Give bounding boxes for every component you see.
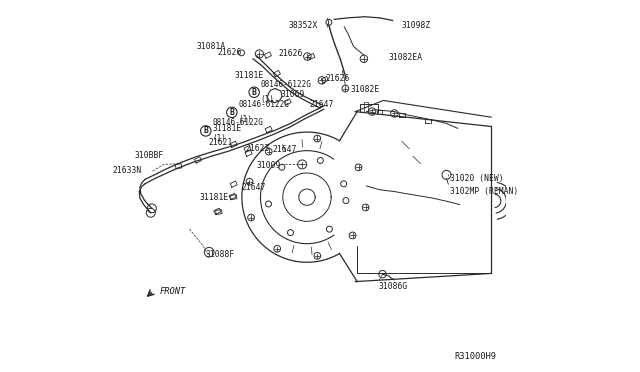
Text: (1): (1) <box>261 95 275 104</box>
Text: 21647: 21647 <box>241 183 266 192</box>
Text: 31181E: 31181E <box>235 71 264 80</box>
Text: 08146-6122G: 08146-6122G <box>212 118 264 127</box>
Text: 38352X: 38352X <box>289 21 318 30</box>
Text: 08146-6122G: 08146-6122G <box>261 80 312 89</box>
Text: 21623: 21623 <box>246 144 270 153</box>
Text: 31181E: 31181E <box>212 124 242 133</box>
Text: B: B <box>252 88 257 97</box>
Text: 31086G: 31086G <box>379 282 408 291</box>
Text: 21626: 21626 <box>279 49 303 58</box>
Text: 21626: 21626 <box>218 48 242 57</box>
Text: 31081A: 31081A <box>196 42 225 51</box>
Text: 21647: 21647 <box>309 100 333 109</box>
Text: 31082E: 31082E <box>351 85 380 94</box>
Text: (1): (1) <box>239 115 252 124</box>
Text: 31009: 31009 <box>257 161 281 170</box>
Text: 3102MP (REMAN): 3102MP (REMAN) <box>450 187 518 196</box>
Text: 31069: 31069 <box>281 90 305 99</box>
Text: R31000H9: R31000H9 <box>454 352 497 361</box>
Text: 31088F: 31088F <box>206 250 235 259</box>
Text: (1): (1) <box>212 134 227 143</box>
Text: 21633N: 21633N <box>112 166 141 175</box>
Text: 31181E: 31181E <box>200 193 229 202</box>
Text: B: B <box>204 126 208 135</box>
Text: 08146-6122G: 08146-6122G <box>239 100 289 109</box>
Text: FRONT: FRONT <box>159 287 186 296</box>
Text: 21647: 21647 <box>273 145 297 154</box>
Text: 21621: 21621 <box>209 138 233 147</box>
Text: 21626: 21626 <box>326 74 350 83</box>
Text: 31098Z: 31098Z <box>402 21 431 30</box>
Text: 31082EA: 31082EA <box>389 53 423 62</box>
Text: B: B <box>229 108 234 117</box>
Text: 31020 (NEW): 31020 (NEW) <box>450 174 504 183</box>
Text: 310BBF: 310BBF <box>134 151 164 160</box>
